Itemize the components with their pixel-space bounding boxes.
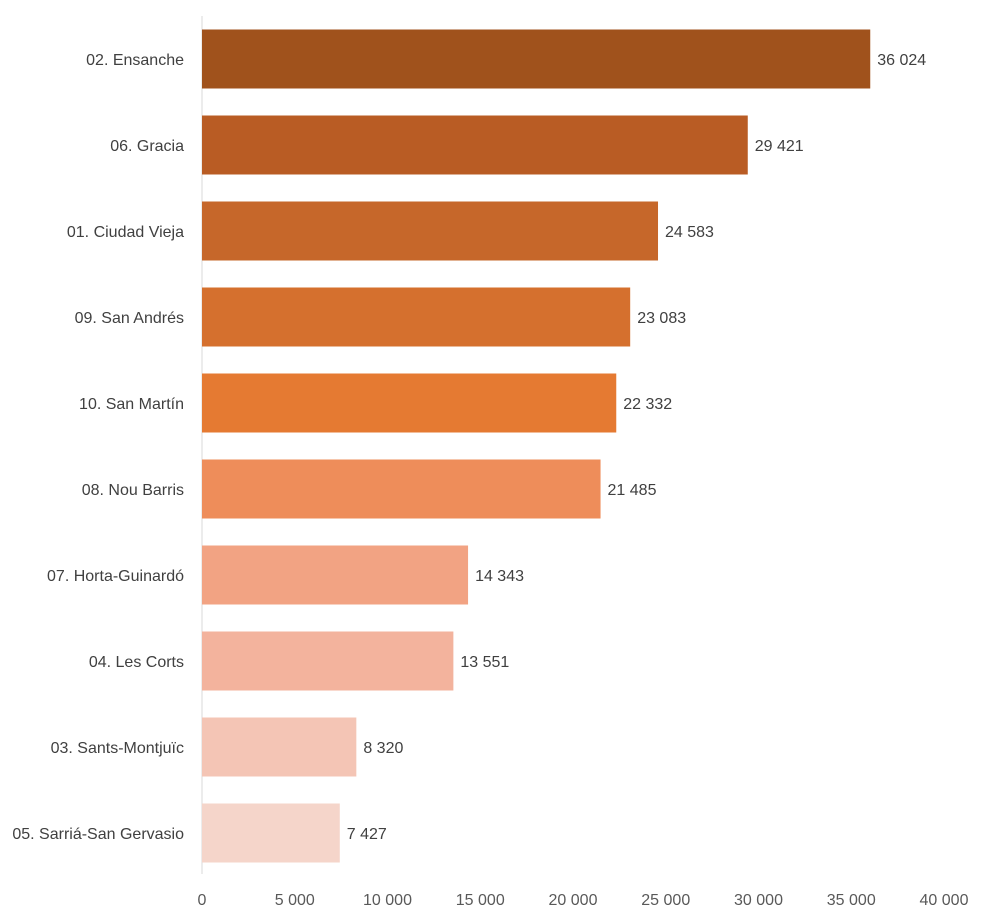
bar bbox=[202, 459, 601, 519]
value-label: 13 551 bbox=[460, 654, 509, 671]
value-label: 24 583 bbox=[665, 224, 714, 241]
x-axis-tick-labels: 0 5 000 10 000 15 000 20 000 25 000 30 000 35 0… bbox=[198, 892, 969, 909]
category-label: 05. Sarriá-San Gervasio bbox=[12, 826, 184, 843]
category-label: 06. Gracia bbox=[110, 138, 184, 155]
value-label: 7 427 bbox=[347, 826, 387, 843]
value-label: 36 024 bbox=[877, 52, 926, 69]
bar bbox=[202, 803, 340, 863]
bar bbox=[202, 373, 617, 433]
bars-group bbox=[202, 29, 871, 863]
category-label: 07. Horta-Guinardó bbox=[47, 568, 184, 585]
category-label: 03. Sants-Montjuïc bbox=[51, 740, 184, 757]
category-label: 10. San Martín bbox=[79, 396, 184, 413]
x-tick-label: 5 000 bbox=[275, 892, 315, 909]
bar bbox=[202, 631, 454, 691]
value-label: 14 343 bbox=[475, 568, 524, 585]
value-label: 21 485 bbox=[608, 482, 657, 499]
bar bbox=[202, 29, 871, 89]
category-label: 04. Les Corts bbox=[89, 654, 184, 671]
category-label: 09. San Andrés bbox=[75, 310, 184, 327]
x-tick-label: 10 000 bbox=[363, 892, 412, 909]
x-tick-label: 25 000 bbox=[641, 892, 690, 909]
value-label: 23 083 bbox=[637, 310, 686, 327]
bar bbox=[202, 115, 748, 175]
value-label: 29 421 bbox=[755, 138, 804, 155]
category-label: 08. Nou Barris bbox=[82, 482, 184, 499]
value-label: 22 332 bbox=[623, 396, 672, 413]
x-tick-label: 40 000 bbox=[920, 892, 969, 909]
x-tick-label: 35 000 bbox=[827, 892, 876, 909]
x-tick-label: 20 000 bbox=[549, 892, 598, 909]
category-label: 01. Ciudad Vieja bbox=[67, 224, 184, 241]
x-tick-label: 15 000 bbox=[456, 892, 505, 909]
bar bbox=[202, 201, 659, 261]
bar bbox=[202, 545, 469, 605]
value-labels: 36 024 29 421 24 583 23 083 22 332 21 485 14 3… bbox=[347, 52, 927, 843]
value-label: 8 320 bbox=[363, 740, 403, 757]
category-label: 02. Ensanche bbox=[86, 52, 184, 69]
category-labels: 02. Ensanche 06. Gracia 01. Ciudad Vieja 09… bbox=[12, 52, 184, 843]
bar bbox=[202, 717, 357, 777]
x-tick-label: 30 000 bbox=[734, 892, 783, 909]
x-tick-label: 0 bbox=[198, 892, 207, 909]
bar bbox=[202, 287, 631, 347]
